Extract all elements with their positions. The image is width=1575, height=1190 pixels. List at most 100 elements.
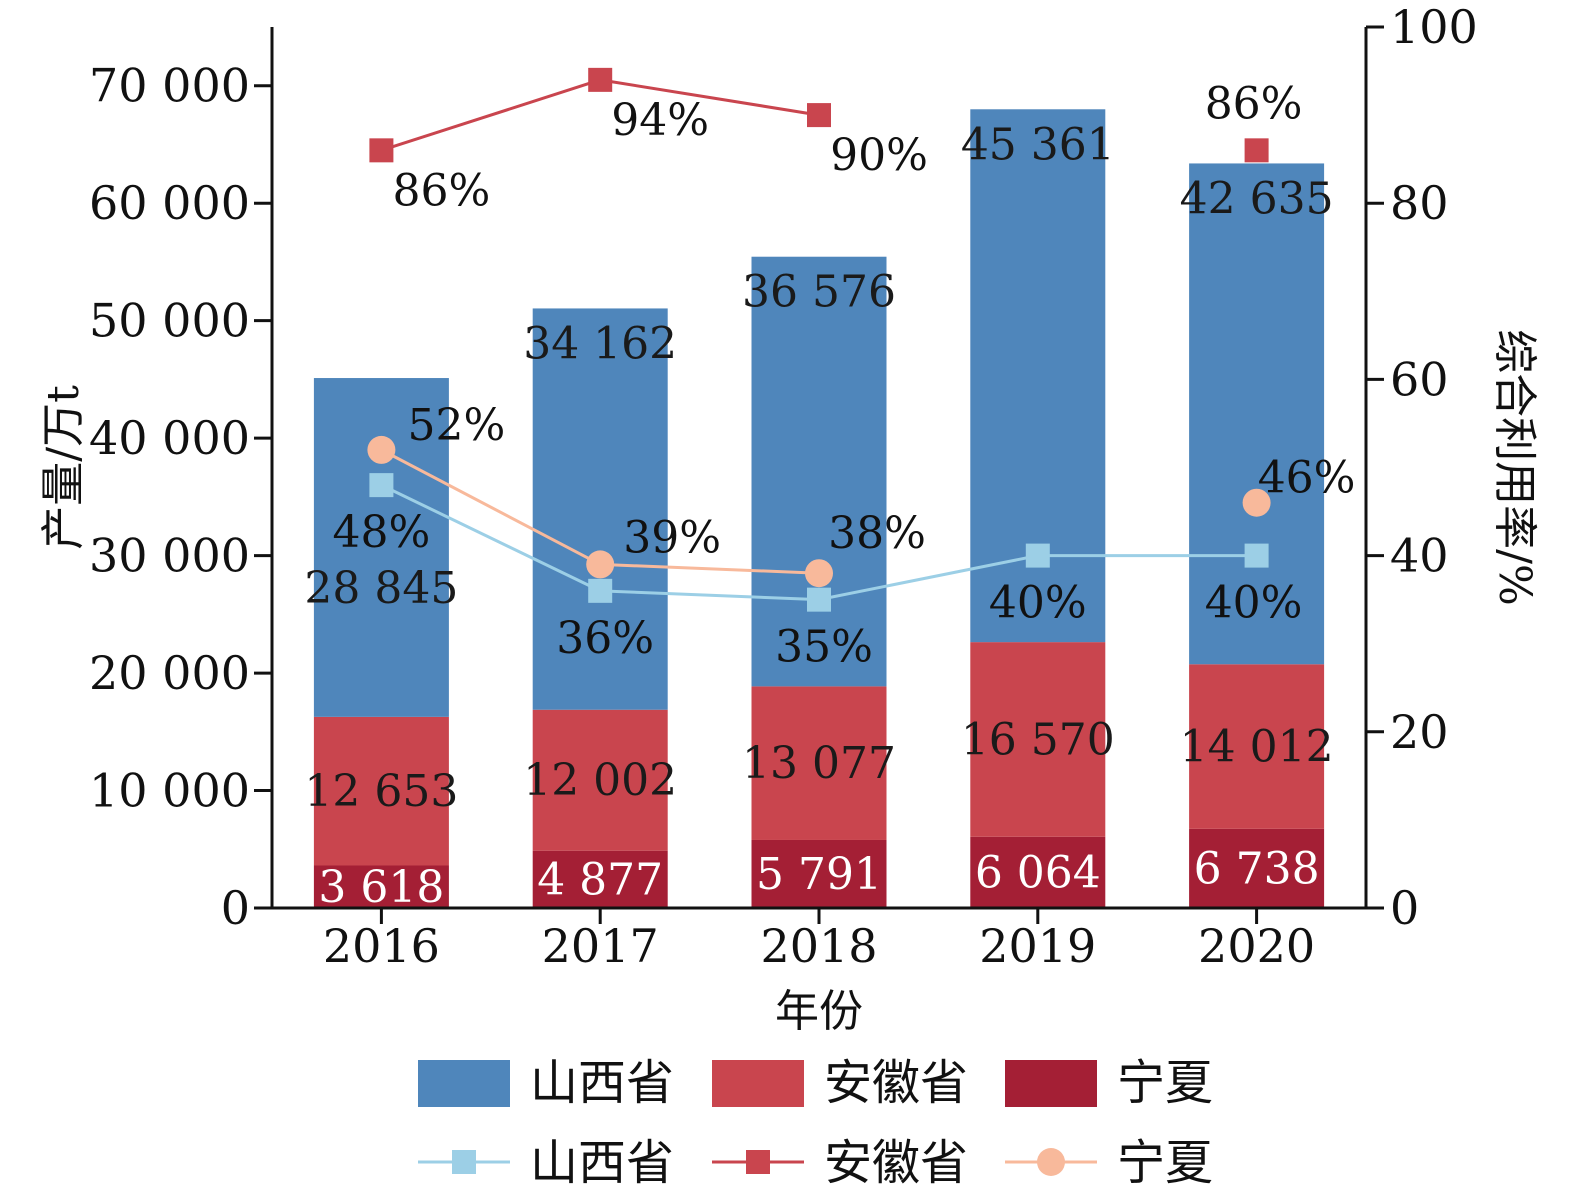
legend-bar-label-山西省: 山西省 [530,1055,674,1111]
y-axis-left-title: 产量/万t [38,385,89,550]
line-label-山西省-2017: 36% [556,613,654,664]
x-tick-label: 2019 [979,919,1096,973]
y-right-tick-label: 20 [1390,705,1449,759]
bar-label-宁夏-2020: 6 738 [1194,843,1320,894]
legend-line-marker-山西省 [452,1150,476,1174]
marker-安徽省-2018 [807,103,831,128]
marker-山西省-2019 [1025,543,1050,568]
y-left-tick-label: 40 000 [89,411,250,465]
bar-label-宁夏-2016: 3 618 [318,862,444,913]
x-axis-title: 年份 [775,986,863,1037]
y-left-tick-label: 50 000 [89,294,250,348]
marker-安徽省-2017 [588,67,613,92]
y-right-tick-label: 60 [1390,352,1449,406]
bar-山西省-2016 [313,378,449,717]
line-label-宁夏-2016: 52% [408,400,506,451]
bar-label-宁夏-2019: 6 064 [975,847,1101,898]
marker-山西省-2020 [1244,543,1269,568]
x-tick-label: 2020 [1198,919,1315,973]
bar-宁夏-2018 [751,839,887,908]
bar-宁夏-2019 [970,836,1106,908]
marker-安徽省-2016 [369,138,394,163]
legend-bar-label-宁夏: 宁夏 [1117,1055,1213,1111]
bar-label-安徽省-2019: 16 570 [961,714,1115,765]
bar-安徽省-2018 [751,686,887,840]
bar-山西省-2017 [532,308,668,710]
y-left-tick-label: 20 000 [89,646,250,700]
x-tick-label: 2018 [760,919,877,973]
line-segment-安徽省 [599,78,820,117]
axes-layer: 0 10 000 20 000 30 000 40 000 50 000 60 000 70 … [38,0,1540,1037]
line-segment-安徽省 [380,78,601,152]
legend-line-marker-安徽省 [746,1150,770,1174]
legend-bar-swatch-宁夏 [1005,1060,1097,1107]
bar-label-山西省-2017: 34 162 [523,318,677,369]
marker-山西省-2017 [588,578,613,603]
bar-山西省-2020 [1189,163,1325,665]
y-right-tick-label: 0 [1390,881,1419,935]
line-segment-宁夏 [380,448,601,566]
marker-安徽省-2020 [1244,138,1269,163]
line-segment-山西省 [818,554,1039,602]
marker-宁夏-2016 [367,435,396,464]
line-label-安徽省-2018: 90% [830,130,928,181]
bar-安徽省-2017 [532,709,668,851]
bar-label-安徽省-2018: 13 077 [742,738,896,789]
bar-宁夏-2016 [313,865,449,908]
bar-label-山西省-2020: 42 635 [1180,173,1334,224]
bar-label-山西省-2019: 45 361 [961,119,1115,170]
y-left-tick-label: 0 [221,881,250,935]
bar-山西省-2018 [751,256,887,687]
bar-label-安徽省-2017: 12 002 [523,755,677,806]
legend-line-label-宁夏: 宁夏 [1117,1135,1213,1190]
bar-宁夏-2020 [1189,828,1325,908]
x-tick-label: 2016 [323,919,440,973]
legend-bar-label-安徽省: 安徽省 [824,1055,968,1111]
y-right-tick-label: 80 [1390,176,1449,230]
bar-安徽省-2019 [970,642,1106,837]
data-labels-layer: 3 618 12 653 28 845 4 877 12 002 34 162 5 791 1… [304,78,1355,912]
bar-宁夏-2017 [532,850,668,908]
line-label-山西省-2020: 40% [1205,578,1303,629]
legend-bar-swatch-安徽省 [712,1060,804,1107]
marker-宁夏-2018 [805,559,833,588]
y-axis-right-title: 综合利用率/% [1489,329,1540,606]
bar-label-安徽省-2016: 12 653 [304,766,458,817]
line-label-安徽省-2016: 86% [393,165,491,216]
line-label-山西省-2018: 35% [775,622,873,673]
line-label-宁夏-2017: 39% [623,512,721,563]
y-left-tick-label: 70 000 [89,59,250,113]
y-left-tick-label: 60 000 [89,176,250,230]
legend-line-label-安徽省: 安徽省 [824,1135,968,1190]
marker-山西省-2016 [369,473,394,498]
line-segment-山西省 [380,483,601,593]
bar-label-山西省-2016: 28 845 [304,563,458,614]
bar-label-安徽省-2020: 14 012 [1180,722,1334,773]
line-label-山西省-2016: 48% [333,507,431,558]
legend-line-marker-宁夏 [1037,1148,1065,1176]
marker-山西省-2018 [807,587,831,612]
line-segment-宁夏 [600,562,820,575]
line-segment-山西省 [600,589,820,602]
bar-安徽省-2016 [313,716,449,866]
line-label-安徽省-2020: 86% [1205,78,1303,129]
marker-宁夏-2017 [586,550,615,579]
line-label-安徽省-2017: 94% [611,95,709,146]
lines-layer [367,67,1271,612]
line-label-山西省-2019: 40% [989,578,1087,629]
y-right-tick-label: 40 [1390,529,1449,583]
line-label-宁夏-2020: 46% [1258,453,1356,504]
x-tick-label: 2017 [542,919,659,973]
bar-label-山西省-2018: 36 576 [742,267,896,318]
y-left-tick-label: 10 000 [89,764,250,818]
bar-安徽省-2020 [1189,664,1325,829]
y-left-tick-label: 30 000 [89,529,250,583]
marker-宁夏-2020 [1242,488,1271,517]
legend-bar-swatch-山西省 [418,1060,510,1107]
bars-layer [313,109,1325,908]
y-right-tick-label: 100 [1390,0,1478,54]
legend-line-label-山西省: 山西省 [530,1135,674,1190]
bar-label-宁夏-2017: 4 877 [537,854,663,905]
